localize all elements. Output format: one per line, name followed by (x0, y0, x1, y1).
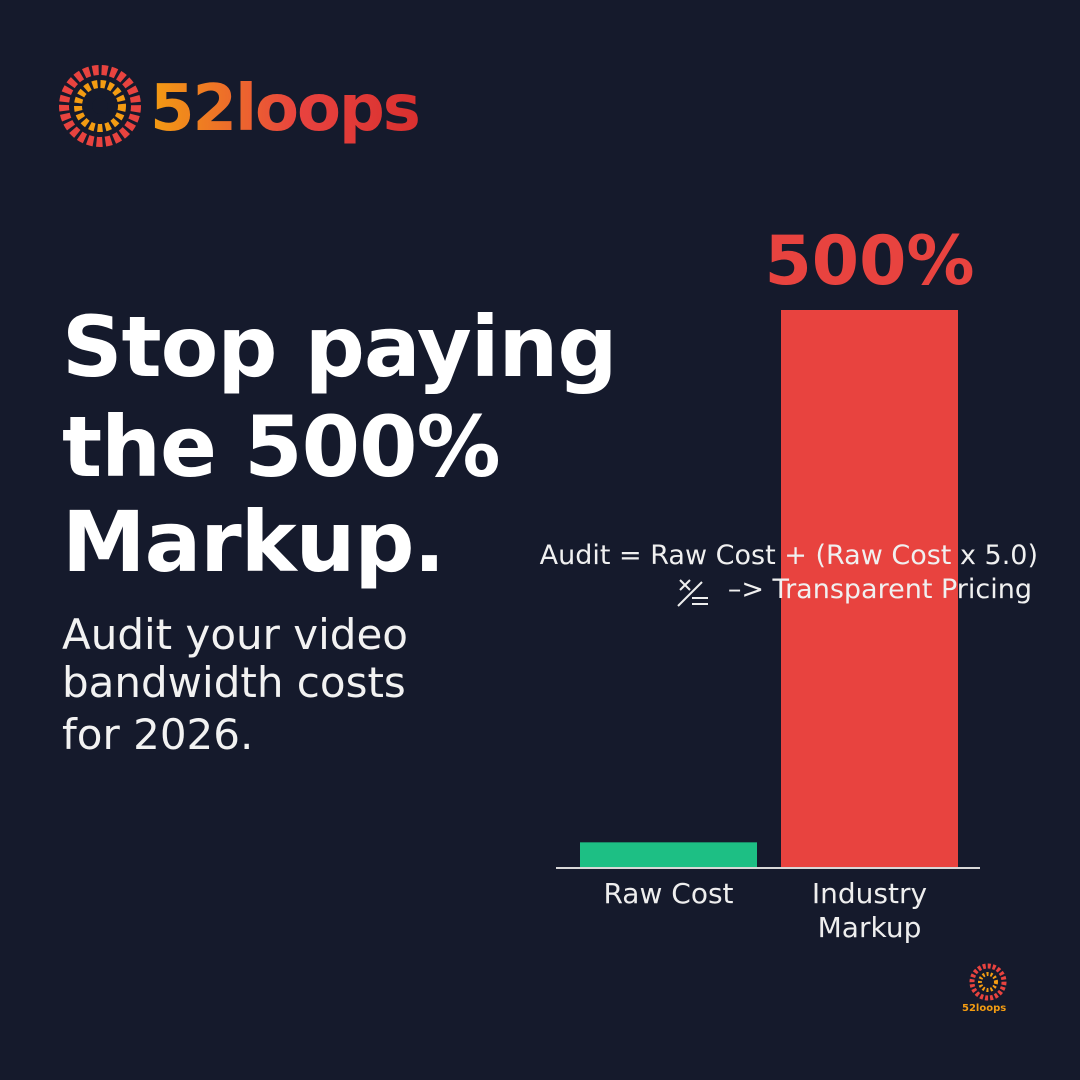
value-label: 500% (764, 222, 975, 301)
headline: Markup. (62, 493, 445, 591)
footer-brand: 52loops (962, 1003, 1007, 1014)
bar (781, 310, 958, 868)
brand: 52loops (150, 72, 421, 146)
formula-icon (677, 579, 708, 607)
footer-logo-icon (969, 963, 1007, 1001)
subheadline: Audit your video (62, 610, 409, 659)
formula: –> Transparent Pricing (727, 574, 1032, 605)
formula: Audit = Raw Cost + (Raw Cost x 5.0) (539, 540, 1038, 571)
logo-icon (59, 65, 141, 147)
x-tick-label: Raw Cost (603, 877, 734, 910)
headline: Stop paying (62, 298, 617, 396)
x-tick-label: Industry Markup (811, 877, 928, 944)
bar (580, 842, 757, 868)
headline: the 500% (62, 398, 501, 496)
subheadline: bandwidth costs (62, 658, 406, 707)
subheadline: for 2026. (62, 710, 254, 759)
